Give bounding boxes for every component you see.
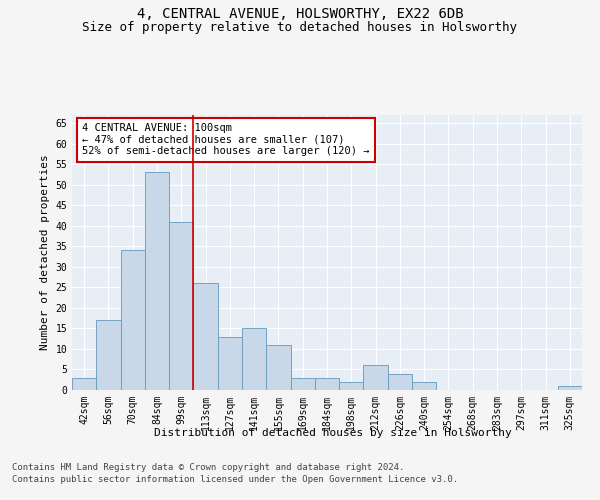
Bar bbox=[364, 366, 388, 390]
Bar bbox=[388, 374, 412, 390]
Bar bbox=[558, 386, 582, 390]
Text: Size of property relative to detached houses in Holsworthy: Size of property relative to detached ho… bbox=[83, 21, 517, 34]
Y-axis label: Number of detached properties: Number of detached properties bbox=[40, 154, 50, 350]
Bar bbox=[290, 378, 315, 390]
Bar bbox=[242, 328, 266, 390]
Bar bbox=[169, 222, 193, 390]
Bar bbox=[218, 336, 242, 390]
Bar bbox=[315, 378, 339, 390]
Bar bbox=[121, 250, 145, 390]
Bar bbox=[96, 320, 121, 390]
Text: Distribution of detached houses by size in Holsworthy: Distribution of detached houses by size … bbox=[154, 428, 512, 438]
Bar bbox=[412, 382, 436, 390]
Bar bbox=[193, 284, 218, 390]
Text: Contains public sector information licensed under the Open Government Licence v3: Contains public sector information licen… bbox=[12, 475, 458, 484]
Text: Contains HM Land Registry data © Crown copyright and database right 2024.: Contains HM Land Registry data © Crown c… bbox=[12, 464, 404, 472]
Bar bbox=[145, 172, 169, 390]
Text: 4 CENTRAL AVENUE: 100sqm
← 47% of detached houses are smaller (107)
52% of semi-: 4 CENTRAL AVENUE: 100sqm ← 47% of detach… bbox=[82, 123, 370, 156]
Bar bbox=[72, 378, 96, 390]
Text: 4, CENTRAL AVENUE, HOLSWORTHY, EX22 6DB: 4, CENTRAL AVENUE, HOLSWORTHY, EX22 6DB bbox=[137, 8, 463, 22]
Bar bbox=[266, 345, 290, 390]
Bar bbox=[339, 382, 364, 390]
